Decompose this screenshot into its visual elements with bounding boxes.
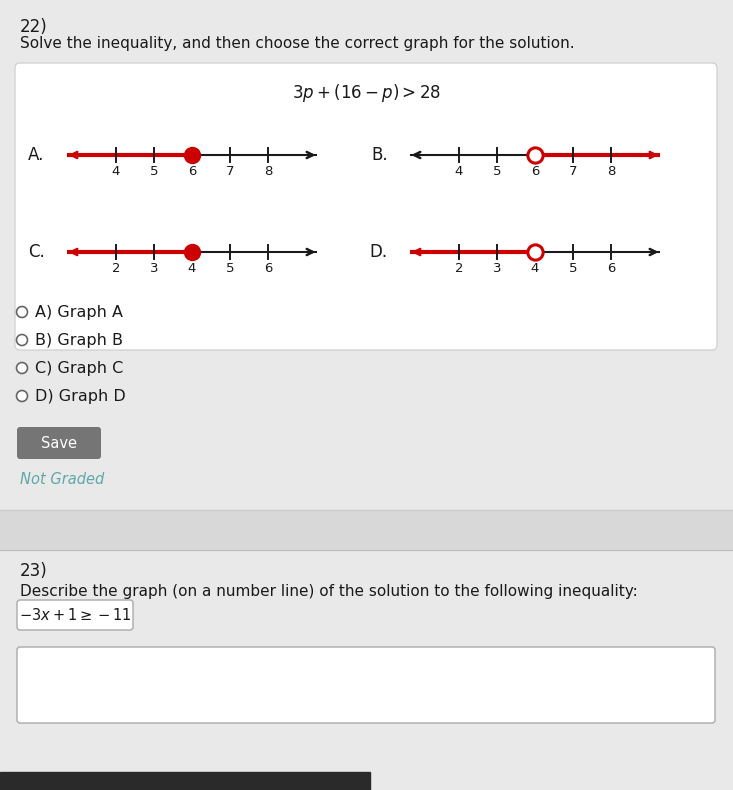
Text: 7: 7 xyxy=(569,165,578,178)
Text: B.: B. xyxy=(371,146,388,164)
Text: D) Graph D: D) Graph D xyxy=(35,389,126,404)
Text: 7: 7 xyxy=(226,165,235,178)
Text: 5: 5 xyxy=(569,262,578,275)
Text: 8: 8 xyxy=(264,165,272,178)
Text: 5: 5 xyxy=(493,165,501,178)
Circle shape xyxy=(17,363,28,374)
Bar xyxy=(0,550,733,790)
Text: 3: 3 xyxy=(150,262,158,275)
Text: 6: 6 xyxy=(531,165,539,178)
Text: A) Graph A: A) Graph A xyxy=(35,304,123,319)
Text: 4: 4 xyxy=(112,165,120,178)
FancyBboxPatch shape xyxy=(15,63,717,350)
Text: C.: C. xyxy=(28,243,45,261)
Text: 6: 6 xyxy=(188,165,196,178)
FancyBboxPatch shape xyxy=(17,647,715,723)
Text: 8: 8 xyxy=(607,165,615,178)
Text: B) Graph B: B) Graph B xyxy=(35,333,123,348)
Text: 23): 23) xyxy=(20,562,48,580)
Circle shape xyxy=(17,334,28,345)
Text: 6: 6 xyxy=(607,262,615,275)
Circle shape xyxy=(17,390,28,401)
Text: 5: 5 xyxy=(226,262,235,275)
Text: D.: D. xyxy=(369,243,388,261)
Text: C) Graph C: C) Graph C xyxy=(35,360,123,375)
Text: $3p+(16-p)>28$: $3p+(16-p)>28$ xyxy=(292,82,441,104)
Text: A.: A. xyxy=(29,146,45,164)
Text: Not Graded: Not Graded xyxy=(20,472,104,487)
Text: 5: 5 xyxy=(150,165,158,178)
Circle shape xyxy=(17,307,28,318)
Bar xyxy=(0,510,733,550)
Text: 6: 6 xyxy=(264,262,272,275)
Text: 22): 22) xyxy=(20,18,48,36)
Text: 2: 2 xyxy=(111,262,120,275)
Text: 2: 2 xyxy=(454,262,463,275)
Text: Save: Save xyxy=(41,435,77,450)
Bar xyxy=(0,772,370,790)
Text: 4: 4 xyxy=(531,262,539,275)
FancyBboxPatch shape xyxy=(17,600,133,630)
Text: $-3x+1\geq-11$: $-3x+1\geq-11$ xyxy=(19,607,131,623)
Text: 3: 3 xyxy=(493,262,501,275)
Text: Describe the graph (on a number line) of the solution to the following inequalit: Describe the graph (on a number line) of… xyxy=(20,584,638,599)
Text: 4: 4 xyxy=(454,165,463,178)
FancyBboxPatch shape xyxy=(17,427,101,459)
Text: Solve the inequality, and then choose the correct graph for the solution.: Solve the inequality, and then choose th… xyxy=(20,36,575,51)
Bar xyxy=(0,490,733,510)
Text: 4: 4 xyxy=(188,262,196,275)
